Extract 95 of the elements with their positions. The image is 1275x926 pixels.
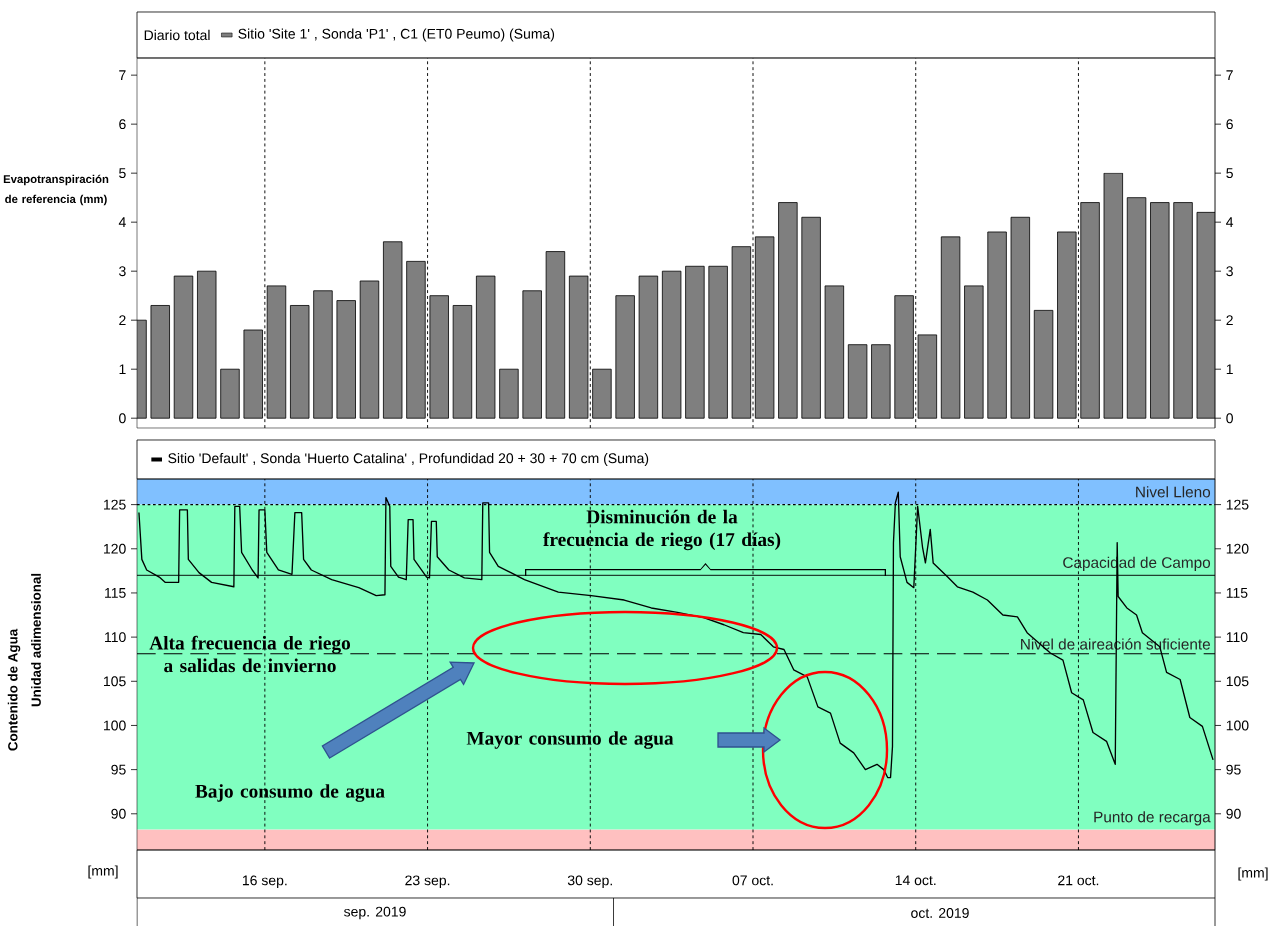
bar bbox=[1173, 202, 1193, 419]
y2-tick-label: 110 bbox=[1226, 632, 1248, 643]
bar bbox=[429, 295, 449, 419]
x-tick-label: 23 sep. bbox=[405, 875, 450, 889]
y-tick-label: 3 bbox=[119, 266, 126, 277]
bar bbox=[987, 231, 1007, 419]
x-tick-label: 21 oct. bbox=[1058, 875, 1099, 886]
text: Unidad adimensional bbox=[31, 573, 41, 707]
y2-tick-label: 100 bbox=[1226, 720, 1249, 731]
y-tick-label: 120 bbox=[104, 543, 126, 554]
y-tick-label: 1 bbox=[119, 364, 126, 375]
y2-tick-label: 90 bbox=[1226, 808, 1241, 819]
bar bbox=[220, 368, 240, 419]
y2-tick-label: 0 bbox=[1226, 413, 1233, 424]
y-tick-label: 115 bbox=[105, 588, 126, 598]
bar bbox=[731, 246, 752, 419]
y-tick-label: 90 bbox=[111, 808, 126, 819]
annotation: Alta frecuencia de riego a salidas de invierno bbox=[149, 635, 351, 673]
y-axis-title: Contenido de Agua bbox=[7, 628, 21, 751]
y2-tick-label: 105 bbox=[1226, 676, 1249, 687]
y2-tick-label: 2 bbox=[1226, 315, 1233, 326]
text: oct. 2019 bbox=[911, 908, 969, 918]
bar bbox=[754, 236, 775, 419]
y-tick-label: 125 bbox=[104, 499, 126, 510]
bar bbox=[847, 344, 868, 419]
bar bbox=[964, 285, 984, 419]
bar bbox=[336, 300, 356, 419]
bar bbox=[545, 251, 566, 419]
y-tick-label: 95 bbox=[111, 764, 126, 775]
text: [mm] bbox=[1238, 867, 1268, 881]
bar bbox=[406, 260, 426, 419]
bar bbox=[197, 270, 217, 419]
bar bbox=[173, 275, 194, 419]
y2-tick-label: 1 bbox=[1226, 364, 1233, 374]
y-axis-title: Evapotranspiración de referencia (mm) bbox=[3, 174, 109, 206]
bar bbox=[940, 236, 961, 419]
legend-label: Sitio 'Site 1' , Sonda 'P1' , C1 (ET0 Peumo) (Suma) bbox=[238, 28, 555, 42]
bar bbox=[150, 305, 170, 419]
x-tick-label: 16 sep. bbox=[242, 875, 287, 889]
annotation: Mayor consumo de agua bbox=[466, 731, 674, 749]
x-tick-label: 30 sep. bbox=[567, 875, 612, 889]
y2-tick-label: 120 bbox=[1226, 543, 1249, 554]
bar bbox=[1033, 309, 1054, 419]
bar bbox=[568, 275, 589, 419]
bar bbox=[708, 265, 728, 419]
bar bbox=[499, 368, 519, 419]
bar bbox=[313, 290, 333, 419]
bar bbox=[1126, 197, 1147, 419]
y2-tick-label: 115 bbox=[1226, 588, 1248, 598]
y-tick-label: 100 bbox=[104, 720, 126, 731]
bar bbox=[801, 216, 821, 419]
bar bbox=[778, 202, 798, 419]
bar bbox=[1150, 202, 1170, 419]
y2-tick-label: 3 bbox=[1226, 266, 1233, 277]
bar bbox=[615, 295, 635, 419]
bar bbox=[383, 241, 403, 419]
bar bbox=[871, 344, 891, 419]
y-tick-label: 110 bbox=[105, 632, 126, 643]
annotation: Bajo consumo de agua bbox=[195, 784, 385, 802]
bar bbox=[522, 290, 542, 419]
y2-tick-label: 95 bbox=[1226, 764, 1241, 775]
y2-tick-label: 7 bbox=[1226, 70, 1233, 80]
y-tick-label: 2 bbox=[119, 315, 126, 326]
bar bbox=[1103, 172, 1124, 419]
bar bbox=[685, 265, 705, 419]
x-tick-label: 07 oct. bbox=[732, 875, 773, 886]
bar bbox=[824, 285, 845, 419]
y-tick-label: 6 bbox=[119, 119, 126, 130]
y-tick-label: 4 bbox=[118, 217, 126, 227]
bar bbox=[894, 295, 914, 419]
x-tick-label: 14 oct. bbox=[895, 875, 936, 886]
y2-tick-label: 5 bbox=[1226, 168, 1233, 179]
chart-title: Diario total bbox=[144, 29, 210, 41]
text: sep. 2019 bbox=[344, 906, 406, 920]
y2-tick-label: 125 bbox=[1226, 499, 1249, 510]
y-tick-label: 0 bbox=[119, 413, 126, 424]
legend-label: Sitio 'Default' , Sonda 'Huerto Catalina' , Profundidad 20 + 30 + 70 cm (Suma) bbox=[168, 452, 649, 467]
bar bbox=[917, 334, 938, 419]
y-tick-label: 7 bbox=[119, 70, 126, 80]
bar bbox=[1010, 216, 1031, 419]
band-label: Punto de recarga bbox=[1094, 811, 1211, 826]
bar bbox=[359, 280, 380, 419]
annotation: Disminución de la frecuencia de riego (17 días) bbox=[543, 509, 781, 551]
text: [mm] bbox=[88, 865, 118, 879]
bar bbox=[290, 305, 310, 419]
bar bbox=[475, 275, 496, 419]
y2-tick-label: 4 bbox=[1226, 217, 1234, 227]
bar bbox=[452, 305, 473, 419]
bar bbox=[661, 270, 682, 419]
y2-tick-label: 6 bbox=[1226, 119, 1233, 130]
y-tick-label: 105 bbox=[104, 676, 126, 687]
y-tick-label: 5 bbox=[119, 168, 126, 179]
band-label: Nivel Lleno bbox=[1136, 486, 1211, 498]
bar bbox=[592, 368, 612, 419]
bar bbox=[638, 275, 659, 419]
